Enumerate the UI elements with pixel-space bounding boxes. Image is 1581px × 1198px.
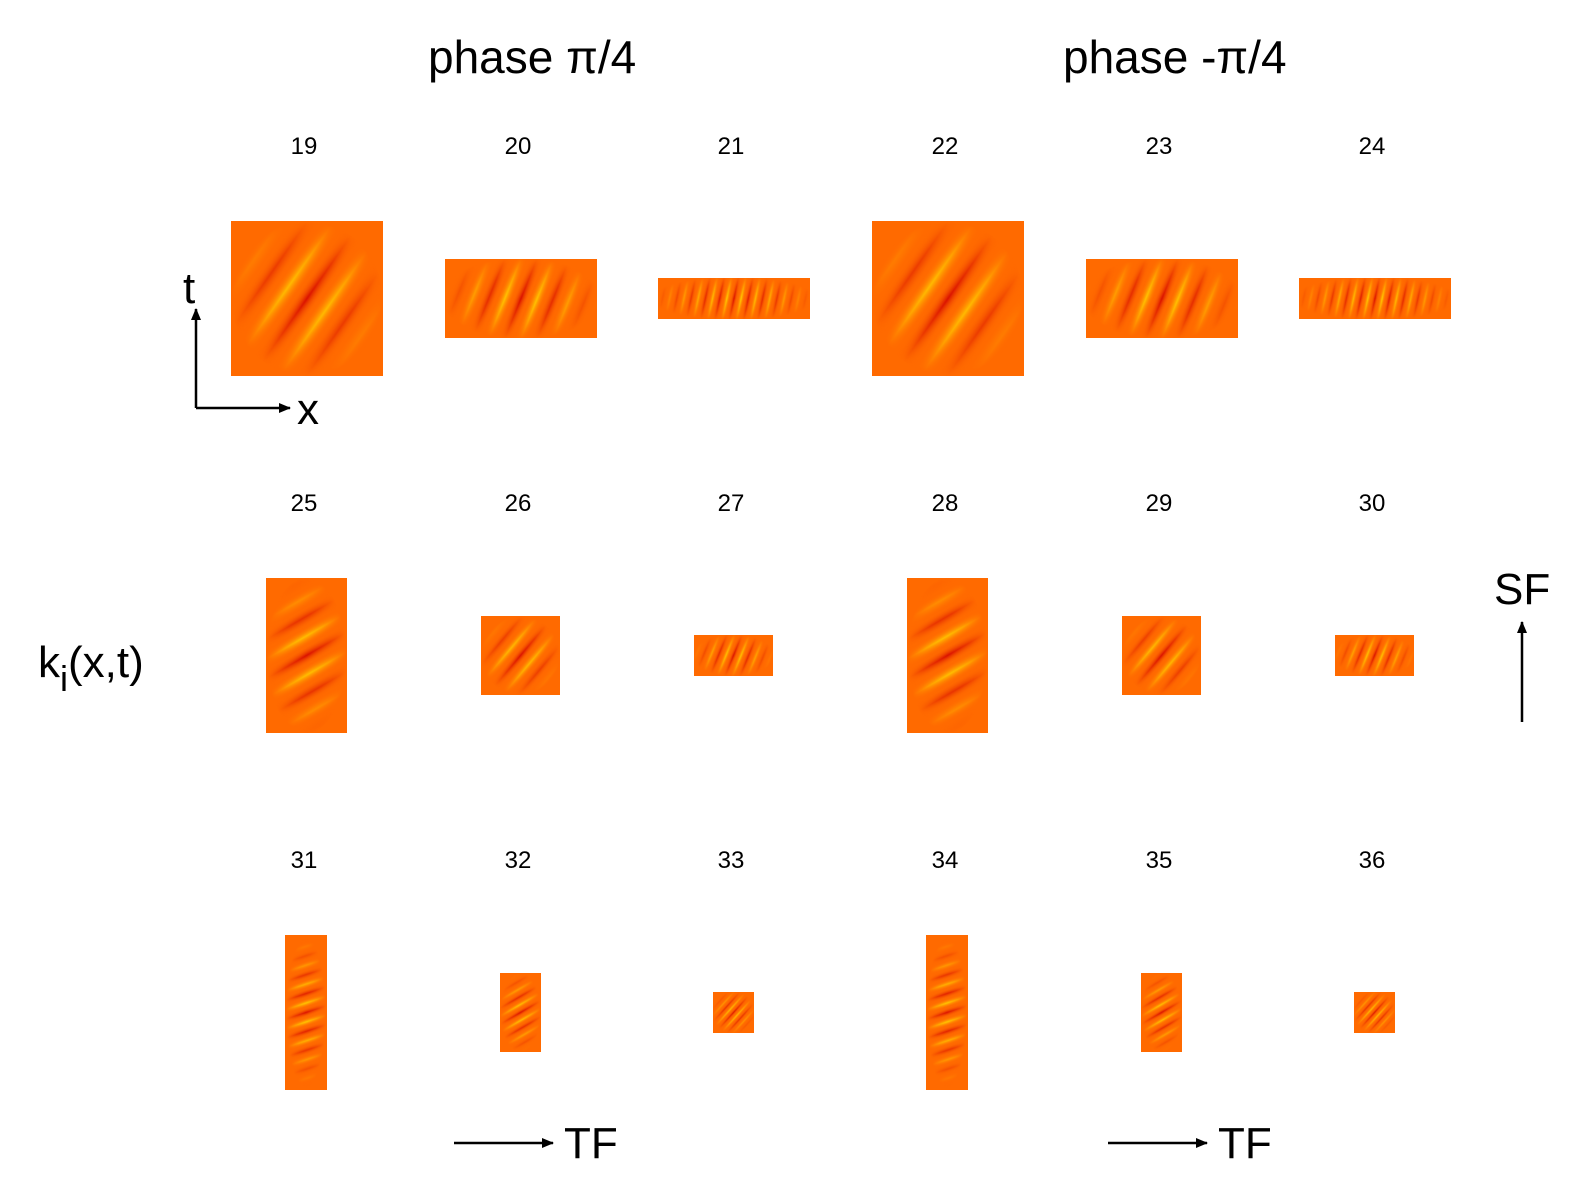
kernel-panel-32: [500, 973, 541, 1052]
panel-number-30: 30: [1358, 490, 1386, 517]
kernel-panel-31: [285, 935, 327, 1090]
panel-number-23: 23: [1145, 133, 1173, 160]
x-axis-label: x: [297, 385, 319, 434]
panel-number-25: 25: [290, 490, 318, 517]
kernel-panel-34: [926, 935, 968, 1090]
kernel-panel-25: [266, 578, 347, 733]
kernel-panel-29: [1122, 616, 1201, 695]
panel-number-26: 26: [504, 490, 532, 517]
panel-number-24: 24: [1358, 133, 1386, 160]
panel-number-27: 27: [717, 490, 745, 517]
kernel-label-main: k: [38, 638, 60, 687]
kernel-panel-27: [694, 635, 773, 676]
panel-number-22: 22: [931, 133, 959, 160]
panel-number-29: 29: [1145, 490, 1173, 517]
kernel-panel-23: [1086, 259, 1238, 338]
panel-number-33: 33: [717, 847, 745, 874]
phase-title-left: phase π/4: [428, 31, 637, 83]
panel-number-21: 21: [717, 133, 745, 160]
kernel-panel-30: [1335, 635, 1414, 676]
panel-number-36: 36: [1358, 847, 1386, 874]
kernel-panel-20: [445, 259, 597, 338]
tf-label-right: TF: [1218, 1119, 1272, 1168]
t-axis-label: t: [183, 264, 196, 313]
panel-number-34: 34: [931, 847, 959, 874]
kernel-panel-26: [481, 616, 560, 695]
phase-title-right: phase -π/4: [1063, 31, 1287, 83]
panel-number-19: 19: [290, 133, 318, 160]
kernel-panel-33: [713, 992, 754, 1033]
sf-label: SF: [1494, 565, 1551, 614]
panel-number-32: 32: [504, 847, 532, 874]
kernel-panel-19: [231, 221, 383, 376]
panel-number-20: 20: [504, 133, 532, 160]
tf-label-left: TF: [564, 1119, 618, 1168]
panel-number-35: 35: [1145, 847, 1173, 874]
kernel-panel-22: [872, 221, 1024, 376]
kernel-label: ki(x,t): [38, 638, 144, 700]
panel-number-31: 31: [290, 847, 318, 874]
kernel-panel-35: [1141, 973, 1182, 1052]
kernel-label-subscript: i: [60, 658, 68, 699]
kernel-panel-21: [658, 278, 810, 319]
kernel-panel-28: [907, 578, 988, 733]
kernel-panel-36: [1354, 992, 1395, 1033]
panel-number-28: 28: [931, 490, 959, 517]
kernel-panel-24: [1299, 278, 1451, 319]
kernel-label-args: (x,t): [68, 638, 144, 687]
